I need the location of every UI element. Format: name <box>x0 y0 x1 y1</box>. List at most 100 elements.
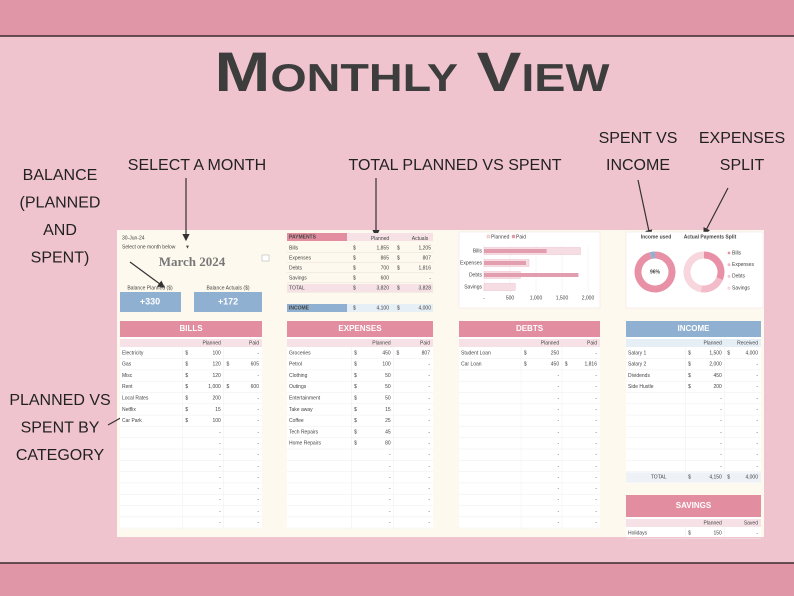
cell-value: - <box>389 520 391 526</box>
top-band <box>0 0 794 36</box>
cell-value: - <box>720 407 722 413</box>
currency: $ <box>185 373 188 379</box>
bar <box>484 249 547 253</box>
annotation: BALANCE <box>23 167 98 184</box>
column-header: Received <box>737 340 758 346</box>
currency: $ <box>524 362 527 368</box>
column-header: Saved <box>744 520 758 526</box>
cell-value: - <box>219 486 221 492</box>
cell-value: - <box>257 463 259 469</box>
cell-value: - <box>756 530 758 536</box>
arrow <box>637 179 653 238</box>
table-header <box>120 321 262 337</box>
cell-value: 807 <box>422 350 431 356</box>
cell-value: 1,816 <box>584 362 597 368</box>
currency: $ <box>688 384 691 390</box>
cell-value: - <box>219 429 221 435</box>
donut-value: 96% <box>650 269 661 275</box>
cell-value: - <box>428 396 430 402</box>
date: 30-Jun-24 <box>122 235 145 241</box>
cell-value: 865 <box>381 255 390 261</box>
legend-label: Expenses <box>732 262 754 268</box>
cell-value: - <box>756 396 758 402</box>
cell-value: - <box>257 520 259 526</box>
cell-value: - <box>389 509 391 515</box>
category-label: Savings <box>464 284 482 290</box>
currency: $ <box>353 265 356 271</box>
donut-rest <box>649 251 656 259</box>
cell-value: 1,205 <box>418 245 431 251</box>
cell-value: - <box>720 441 722 447</box>
cell-value: - <box>557 497 559 503</box>
legend-label: Savings <box>732 285 750 291</box>
column-header: PAYMENTS <box>289 234 317 240</box>
currency: $ <box>354 362 357 368</box>
cell-value: 4,150 <box>709 475 722 481</box>
cell-value: - <box>595 373 597 379</box>
row-label: Gas <box>122 362 132 368</box>
cell-value: - <box>595 475 597 481</box>
balance-label: Balance Planned ($) <box>127 285 173 291</box>
currency: $ <box>688 530 691 536</box>
bar <box>484 273 579 277</box>
currency: $ <box>688 475 691 481</box>
currency: $ <box>354 407 357 413</box>
category-label: Debts <box>469 272 483 278</box>
cell-value: - <box>219 452 221 458</box>
currency: $ <box>565 362 568 368</box>
cell-value: - <box>257 350 259 356</box>
cell-value: 50 <box>385 373 391 379</box>
currency: $ <box>185 418 188 424</box>
cell-value: - <box>756 441 758 447</box>
row-label: TOTAL <box>651 475 667 481</box>
currency: $ <box>353 255 356 261</box>
bar <box>483 283 516 291</box>
cell-value: 15 <box>385 407 391 413</box>
annotation: SPENT) <box>31 250 90 267</box>
balance-value: +330 <box>140 296 160 306</box>
currency: $ <box>397 350 400 356</box>
arrow <box>703 187 729 236</box>
annotation: PLANNED VS <box>9 392 110 409</box>
cell-value: - <box>557 441 559 447</box>
month-dropdown[interactable] <box>261 254 270 262</box>
cell-value: - <box>257 441 259 447</box>
total-bg <box>287 284 433 292</box>
row-label: TOTAL <box>289 285 305 291</box>
row-label: Car Loan <box>461 362 482 368</box>
cell-value: - <box>595 396 597 402</box>
table-bg <box>626 321 761 484</box>
currency: $ <box>185 384 188 390</box>
cell-value: - <box>756 407 758 413</box>
cell-value: - <box>756 362 758 368</box>
cell-value: - <box>389 475 391 481</box>
currency: $ <box>353 285 356 291</box>
currency: $ <box>397 245 400 251</box>
row-label: Expenses <box>289 255 311 261</box>
cell-value: - <box>595 497 597 503</box>
cell-value: 1,500 <box>709 350 722 356</box>
row-label: Dividends <box>628 373 650 379</box>
cell-value: 120 <box>212 362 221 368</box>
cell-value: - <box>595 350 597 356</box>
row-label: Tech Repairs <box>289 429 319 435</box>
balance-box <box>120 292 181 312</box>
row-label: Entertainment <box>289 396 321 402</box>
currency: $ <box>727 350 730 356</box>
cell-value: - <box>720 396 722 402</box>
legend-swatch <box>511 234 516 239</box>
legend-dot <box>727 251 731 255</box>
cell-value: 600 <box>251 384 260 390</box>
cell-value: - <box>257 418 259 424</box>
currency: $ <box>354 418 357 424</box>
cell-value: - <box>595 407 597 413</box>
cell-value: - <box>389 497 391 503</box>
donut-segment <box>683 251 705 293</box>
cell-value: - <box>557 418 559 424</box>
cell-value: - <box>557 429 559 435</box>
currency: $ <box>185 407 188 413</box>
row-label: Car Park <box>122 418 142 424</box>
category-label: Expenses <box>460 260 482 266</box>
annotation: SPENT BY <box>21 420 100 437</box>
